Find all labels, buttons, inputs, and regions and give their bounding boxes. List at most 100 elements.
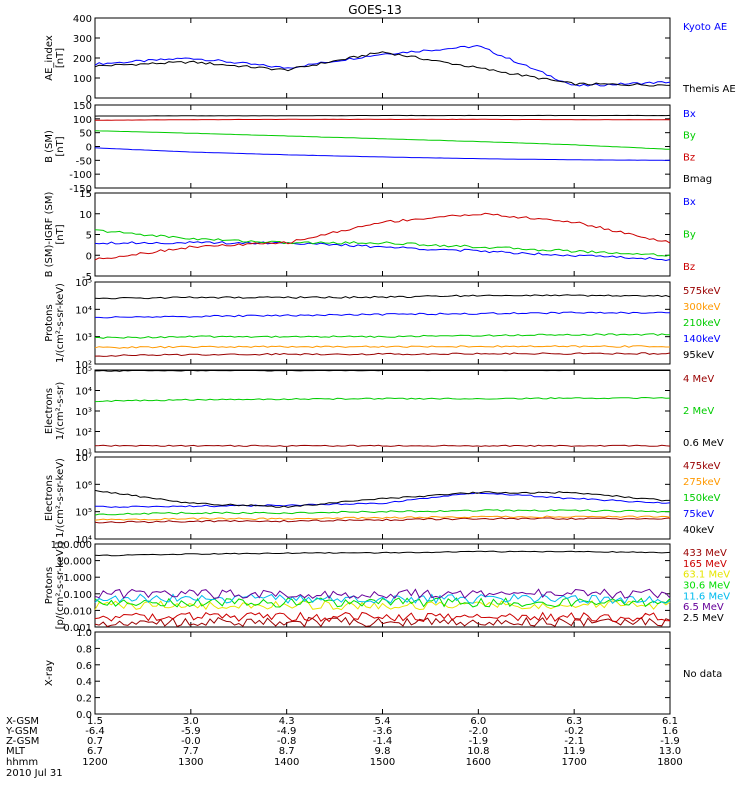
y-axis-label: 1/(cm²-s-sr) [55,382,66,441]
series-line-bx [94,241,671,262]
y-tick-label: 10² [75,428,92,439]
footer-value: 6.7 [87,746,103,757]
y-tick-label: 0.100 [63,590,92,601]
y-tick-label: 150 [73,101,92,112]
footer-value: 7.7 [183,746,199,757]
footer-value: 6.3 [566,716,582,727]
footer-value: 1700 [561,757,586,768]
y-axis-label: 1/(cm²-s-sr-keV) [55,283,66,363]
panel-xray: 1.0 0.8 0.6 0.4 0.2 0.0 X-ray No data [44,628,722,721]
footer-value: 6.1 [662,716,678,727]
y-tick-label: 10⁴ [75,305,92,316]
footer-value: -0.2 [564,726,584,737]
footer-row-label: MLT [6,746,26,757]
y-axis-label: Protons [44,304,55,341]
series-line-2-mev [94,396,671,403]
legend-entry: 165 MeV [683,559,727,570]
series-line-bx [94,147,671,161]
footer-value: -4.9 [277,726,297,737]
series-line-30-6-mev [94,597,671,608]
y-tick-label: 0.2 [76,694,92,705]
footer-value: 1500 [370,757,395,768]
series-line-bmag [94,114,671,117]
series-line-by [94,130,671,150]
legend-entry: 11.6 MeV [683,591,730,602]
y-tick-label: 0.010 [63,606,92,617]
y-tick-label: 0.4 [76,677,92,688]
footer-value: -1.4 [373,736,393,747]
series-line-165-mev [94,611,671,623]
panel-protons1: 10⁵ 10⁴ 10³ 10² Protons 1/(cm²-s-sr-keV) 575ke… [44,278,721,371]
y-tick-label: 0.0 [76,710,92,721]
footer-value: 5.4 [375,716,391,727]
y-tick-label: 15 [79,189,92,200]
panel-frame [94,281,671,365]
y-tick-label: 10.000 [57,557,92,568]
y-axis-label: B (SM)-IGRF (SM) [44,192,55,278]
y-axis-label: [nT] [55,136,66,156]
y-tick-label: 10¹ [75,448,92,459]
y-tick-label: -150 [69,184,92,195]
series-line-140kev [95,311,671,319]
y-tick-label: 10⁴ [75,387,92,398]
footer-value: 3.0 [183,716,199,727]
y-tick-label: 300 [73,34,92,45]
series-line-433-mev [94,616,671,628]
y-tick-label: 0 [86,251,92,262]
y-tick-label: 0.001 [63,623,92,634]
y-tick-label: 10 [79,210,92,221]
y-tick-label: 100 [73,115,92,126]
legend-entry: 433 MeV [683,548,727,559]
footer-value: 1200 [82,757,107,768]
legend-entry: 300keV [683,302,721,313]
footer-value: 9.8 [375,746,391,757]
legend-entry: Bmag [683,174,712,185]
y-tick-label: 10² [75,360,92,371]
footer-value: -0.8 [277,736,297,747]
legend-entry: Themis AE [682,84,736,95]
series-line-63-1-mev [94,600,671,611]
y-tick-label: 0 [86,94,92,105]
y-axis-label: Protons [44,567,55,604]
y-axis-label: Electrons [44,388,55,434]
legend-entry: 2.5 MeV [683,613,724,624]
y-tick-label: 0.8 [76,644,92,655]
panel-bsm: 150 100 50 0 -50 -100 -150 B (SM) [nT] Bx By Bz Bmag [44,101,712,195]
series-line-75kev [95,492,671,508]
legend-entry: Bz [683,262,695,273]
footer-value: 1.5 [87,716,103,727]
legend-entry: 275keV [683,477,721,488]
y-tick-label: 10³ [75,407,92,418]
series-line-themis-ae [94,51,671,87]
y-tick-label: 10⁵ [75,508,92,519]
y-tick-label: 400 [73,14,92,25]
footer-value: 1600 [466,757,491,768]
series-line-bz [94,212,671,261]
legend-entry: 63.1 MeV [683,570,730,581]
y-tick-label: 100 [73,74,92,85]
footer-value: 1400 [274,757,299,768]
series-line-0-6-mev [95,369,670,372]
series-line-95kev [94,294,671,300]
y-tick-label: 50 [79,129,92,140]
y-axis-label: 1/(cm²-s-sr-keV) [55,458,66,538]
footer-value: -1.9 [469,736,489,747]
y-tick-label: 10⁶ [75,480,92,491]
y-tick-label: 10⁵ [75,278,92,289]
y-tick-label: 10⁵ [75,366,92,377]
legend-entry: No data [683,669,722,680]
legend-entry: Bz [683,152,695,163]
y-tick-label: 0 [86,143,92,154]
footer-row-label: Z-GSM [6,736,39,747]
series-line-275kev [94,515,671,521]
series-line-by [94,229,671,257]
footer-row-label: X-GSM [6,716,39,727]
y-axis-label: [nT] [55,48,66,68]
y-tick-label: 0.6 [76,661,92,672]
chart-title: GOES-13 [348,3,402,17]
legend-entry: 0.6 MeV [683,438,724,449]
footer-value: 1300 [178,757,203,768]
date-label: 2010 Jul 31 [6,768,63,779]
series-line-40kev [94,489,670,508]
legend-entry: By [683,131,696,142]
